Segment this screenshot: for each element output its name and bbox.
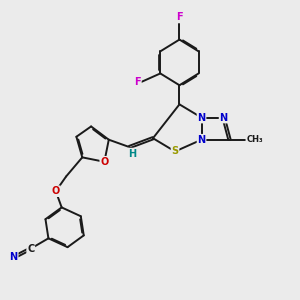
- Text: N: N: [197, 112, 206, 123]
- Text: N: N: [220, 112, 228, 123]
- Text: O: O: [100, 157, 109, 167]
- Text: N: N: [197, 135, 206, 145]
- Text: F: F: [134, 77, 141, 87]
- Text: S: S: [172, 146, 178, 157]
- Text: N: N: [10, 252, 18, 262]
- Text: CH₃: CH₃: [246, 135, 263, 144]
- Text: O: O: [52, 186, 60, 196]
- Text: C: C: [27, 244, 34, 254]
- Text: F: F: [176, 13, 183, 22]
- Text: H: H: [128, 148, 136, 158]
